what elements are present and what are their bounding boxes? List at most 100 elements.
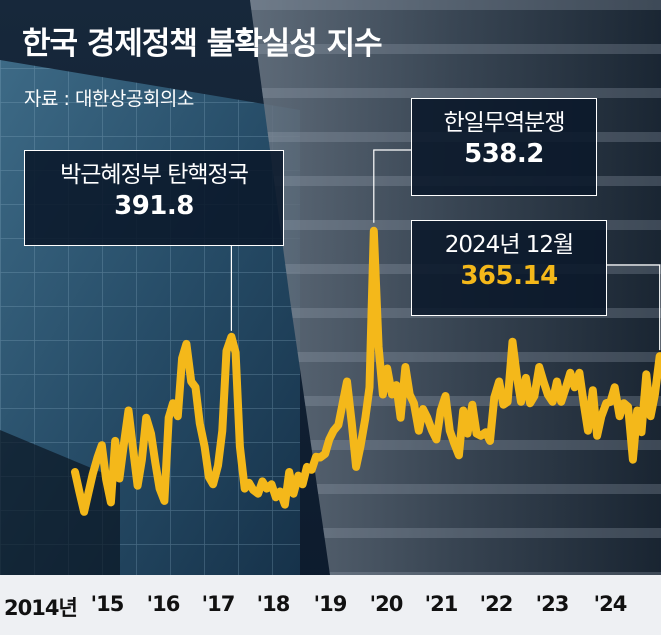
data-point-1: [78, 490, 81, 493]
data-point-63: [355, 465, 358, 468]
callout-trade-dispute-value: 538.2: [464, 139, 544, 169]
data-point-100: [520, 400, 522, 403]
data-point-91: [479, 434, 482, 437]
leader-latest: [607, 264, 661, 351]
data-point-125: [631, 458, 634, 461]
x-tick-label: '19: [313, 592, 348, 616]
data-point-18: [154, 461, 157, 464]
data-point-27: [194, 386, 197, 389]
data-point-62: [350, 422, 353, 425]
data-point-129: [649, 415, 652, 418]
data-point-39: [248, 481, 250, 484]
data-point-113: [578, 371, 581, 374]
data-point-89: [471, 403, 474, 406]
data-point-99: [515, 374, 518, 377]
data-point-115: [587, 429, 589, 432]
data-point-117: [596, 434, 599, 437]
data-point-87: [462, 409, 465, 412]
data-point-24: [181, 357, 184, 360]
data-point-55: [319, 456, 322, 459]
data-point-66: [368, 386, 371, 389]
chart-title: 한국 경제정책 불확실성 지수: [22, 26, 383, 62]
data-point-7: [105, 478, 108, 481]
data-point-58: [332, 429, 335, 432]
data-point-20: [163, 499, 166, 502]
data-point-65: [364, 418, 367, 421]
data-point-82: [439, 409, 442, 412]
data-point-88: [466, 432, 469, 435]
data-point-102: [529, 402, 532, 405]
data-point-119: [605, 402, 608, 405]
data-point-36: [234, 351, 237, 354]
data-point-3: [87, 492, 90, 494]
data-point-74: [404, 366, 407, 368]
callout-trade-dispute-label: 한일무역분쟁: [443, 110, 566, 136]
data-point-17: [150, 432, 152, 435]
data-point-83: [444, 395, 447, 397]
data-point-32: [217, 464, 219, 467]
data-point-35: [230, 335, 233, 338]
data-point-25: [185, 342, 188, 345]
data-point-73: [399, 416, 402, 419]
data-point-78: [422, 408, 424, 410]
data-point-86: [457, 454, 460, 457]
callout-leader-lines: [230, 149, 661, 351]
data-point-47: [283, 503, 286, 506]
data-point-109: [560, 400, 563, 403]
data-point-12: [127, 409, 130, 412]
data-point-21: [167, 416, 170, 419]
callout-latest-label: 2024년 12월: [444, 232, 574, 258]
data-point-16: [145, 416, 148, 419]
data-point-38: [243, 487, 246, 490]
data-point-95: [498, 380, 501, 383]
callout-trade-dispute: 한일무역분쟁 538.2: [411, 98, 597, 196]
data-point-51: [301, 483, 304, 486]
data-point-56: [324, 452, 327, 455]
x-tick-label: 2014년: [4, 596, 78, 620]
data-point-61: [346, 380, 348, 383]
data-point-81: [435, 438, 438, 441]
data-point-97: [506, 400, 509, 403]
data-point-13: [131, 445, 134, 448]
leader-trade-dispute: [373, 149, 411, 223]
data-point-53: [310, 468, 313, 471]
data-points: [74, 229, 661, 513]
data-point-49: [292, 492, 295, 495]
data-point-28: [198, 422, 201, 425]
data-point-93: [489, 439, 491, 442]
data-point-90: [475, 432, 478, 435]
data-point-104: [538, 366, 541, 368]
data-point-10: [118, 477, 121, 480]
x-tick-label: '16: [146, 592, 181, 616]
data-point-23: [176, 415, 179, 418]
data-point-33: [221, 429, 224, 432]
data-point-114: [582, 402, 585, 405]
data-point-19: [158, 487, 161, 490]
data-point-101: [524, 376, 527, 379]
data-point-5: [96, 456, 99, 459]
callout-latest-value: 365.14: [460, 261, 558, 291]
data-point-118: [600, 415, 603, 418]
data-point-111: [569, 371, 572, 374]
data-point-41: [257, 492, 260, 495]
data-point-0: [74, 471, 76, 473]
data-point-107: [551, 400, 554, 403]
data-point-54: [315, 455, 317, 458]
data-point-14: [136, 484, 139, 487]
data-point-108: [555, 380, 558, 383]
data-point-64: [359, 445, 362, 448]
source-note: 자료 : 대한상공회의소: [24, 88, 194, 110]
x-tick-label: '20: [369, 592, 404, 616]
x-tick-label: '21: [424, 592, 459, 616]
data-point-94: [493, 396, 496, 399]
callout-impeachment-label: 박근혜정부 탄핵정국: [60, 162, 249, 188]
series-line: [71, 226, 661, 516]
callout-impeachment: 박근혜정부 탄핵정국 391.8: [24, 150, 284, 246]
data-point-122: [618, 415, 621, 418]
data-point-127: [640, 431, 643, 434]
data-point-8: [109, 501, 112, 504]
data-point-75: [408, 393, 411, 396]
data-point-9: [114, 439, 117, 442]
data-point-84: [448, 429, 451, 432]
